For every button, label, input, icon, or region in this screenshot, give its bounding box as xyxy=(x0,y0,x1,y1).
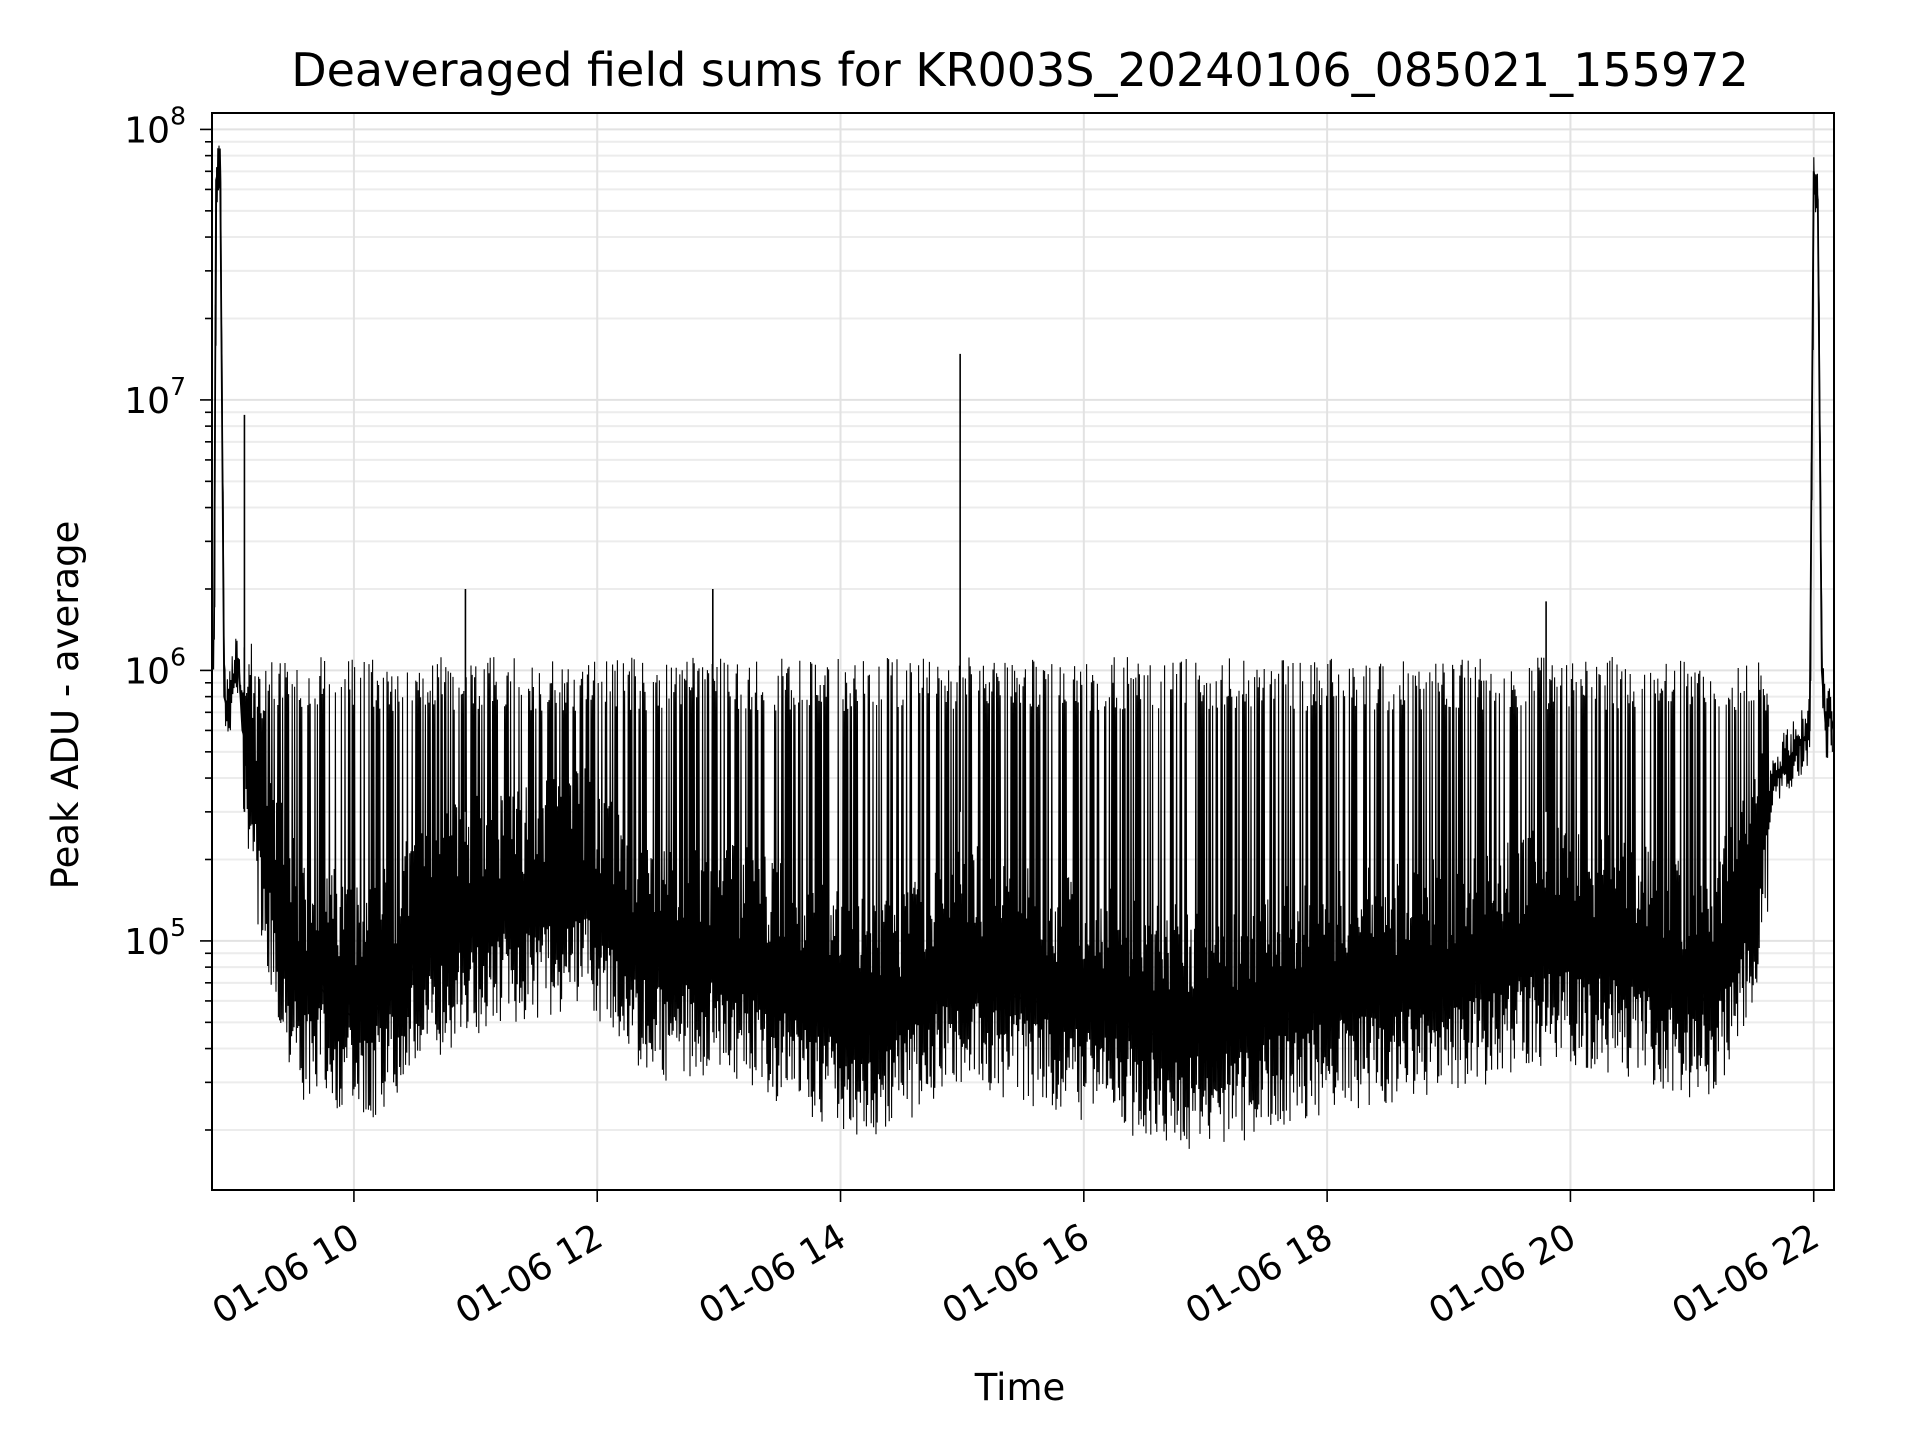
y-axis-label: Peak ADU - average xyxy=(44,521,87,890)
y-tick-exponent: 6 xyxy=(170,642,186,671)
y-tick-exponent: 5 xyxy=(170,913,186,942)
x-axis-label: Time xyxy=(974,1366,1066,1409)
y-tick-exponent: 8 xyxy=(170,101,186,130)
y-tick-exponent: 7 xyxy=(170,372,186,401)
y-tick-label: 105 xyxy=(124,913,186,963)
y-tick-base: 10 xyxy=(124,922,170,963)
y-tick-label: 108 xyxy=(124,101,186,151)
chart-title: Deaveraged field sums for KR003S_2024010… xyxy=(291,43,1749,97)
y-tick-base: 10 xyxy=(124,110,170,151)
y-tick-label: 106 xyxy=(124,642,186,692)
y-tick-base: 10 xyxy=(124,381,170,422)
series-noise xyxy=(212,145,1833,1149)
y-tick-label: 107 xyxy=(124,372,186,422)
axes-frame xyxy=(211,112,1835,1191)
plot-area xyxy=(212,145,1834,1149)
y-tick-base: 10 xyxy=(124,651,170,692)
